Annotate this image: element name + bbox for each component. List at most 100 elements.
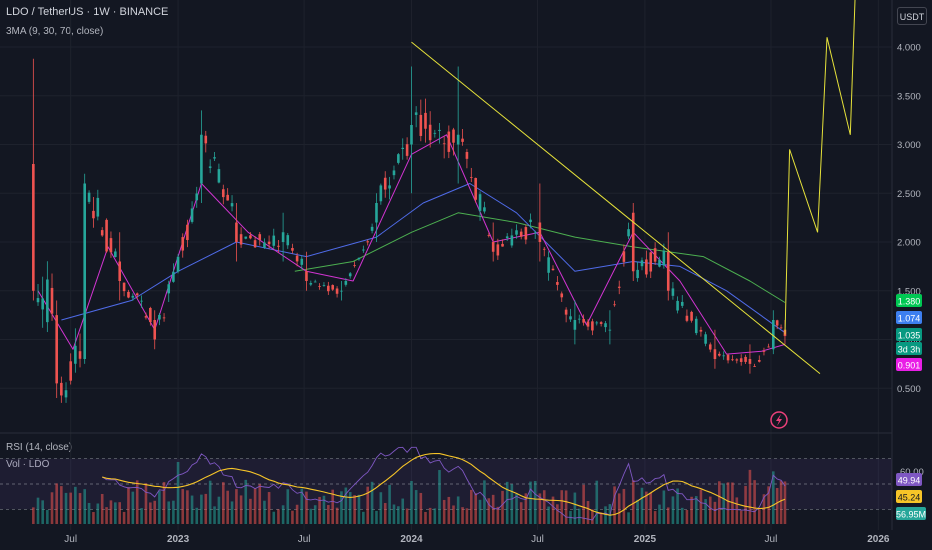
candle bbox=[547, 251, 550, 281]
volume-bar bbox=[519, 502, 523, 524]
candle bbox=[496, 238, 500, 260]
candle-body bbox=[595, 322, 599, 324]
candle-body bbox=[465, 151, 469, 159]
volume-bar bbox=[775, 487, 779, 524]
candle bbox=[447, 125, 451, 159]
x-tick-label: 2026 bbox=[867, 534, 890, 545]
candle bbox=[524, 224, 528, 245]
volume-bar bbox=[410, 480, 413, 524]
candle bbox=[153, 310, 157, 350]
candle bbox=[144, 312, 148, 320]
candle bbox=[694, 316, 698, 336]
rsi-band bbox=[0, 458, 892, 510]
candle-body bbox=[731, 359, 734, 361]
candle bbox=[379, 183, 383, 205]
currency-button[interactable]: USDT bbox=[897, 7, 927, 25]
price-label-bg bbox=[896, 358, 922, 371]
candle bbox=[208, 159, 212, 174]
volume-bar bbox=[195, 507, 199, 524]
volume-bar bbox=[291, 510, 294, 524]
candle bbox=[131, 293, 135, 301]
candle-body bbox=[295, 255, 299, 262]
candle-body bbox=[204, 135, 208, 144]
candle bbox=[36, 284, 40, 306]
candle bbox=[542, 246, 546, 257]
ma-indicator-label[interactable]: 3MA (9, 30, 70, close) bbox=[6, 26, 104, 37]
rsi-value-label: 45.24 bbox=[896, 490, 922, 503]
y-tick-label: 2.500 bbox=[897, 189, 921, 200]
candle-body bbox=[556, 282, 559, 285]
volume-bar bbox=[767, 486, 770, 524]
candle bbox=[272, 228, 276, 249]
candle-body bbox=[36, 298, 40, 303]
candle-body bbox=[658, 259, 661, 267]
volume-bar bbox=[87, 502, 91, 524]
lightning-icon[interactable] bbox=[770, 411, 788, 429]
rsi-value-bg bbox=[896, 490, 922, 503]
candle bbox=[41, 276, 44, 328]
candle-body bbox=[604, 323, 607, 328]
volume-bar bbox=[627, 512, 630, 524]
volume-bar bbox=[92, 512, 95, 524]
volume-bar bbox=[392, 504, 396, 524]
x-tick-label: Jul bbox=[298, 534, 311, 545]
candle-body bbox=[519, 231, 523, 237]
candle-body bbox=[208, 166, 212, 168]
candle-body bbox=[529, 219, 532, 223]
candles bbox=[32, 58, 787, 403]
candle bbox=[556, 276, 559, 291]
volume-bar bbox=[748, 469, 752, 524]
candle bbox=[258, 232, 262, 246]
ma9-line bbox=[37, 134, 786, 355]
volume-bar bbox=[158, 490, 161, 524]
candle bbox=[263, 238, 266, 249]
vol-label[interactable]: Vol · LDO bbox=[6, 459, 49, 470]
volume-bar bbox=[162, 482, 166, 524]
volume-bar bbox=[551, 496, 555, 524]
candle bbox=[69, 353, 72, 385]
volume-bar bbox=[379, 492, 383, 524]
volume-bar bbox=[726, 482, 730, 524]
candle-body bbox=[515, 230, 518, 235]
candle bbox=[305, 251, 308, 291]
candle-body bbox=[586, 321, 590, 327]
volume-bar bbox=[221, 482, 225, 524]
volume-bar bbox=[515, 493, 518, 524]
candle bbox=[60, 376, 63, 403]
candle bbox=[666, 232, 670, 301]
volume-bar bbox=[496, 506, 500, 524]
candle-body bbox=[32, 164, 35, 291]
x-tick-label: 2024 bbox=[400, 534, 423, 545]
candle-body bbox=[335, 288, 339, 294]
x-tick-label: Jul bbox=[531, 534, 544, 545]
candle bbox=[217, 163, 221, 184]
candle-body bbox=[392, 170, 396, 176]
price-label-text: 1.074 bbox=[898, 313, 921, 323]
candle-body bbox=[55, 315, 58, 384]
candle bbox=[662, 243, 666, 269]
candle bbox=[109, 231, 113, 258]
volume-bar bbox=[253, 488, 257, 524]
candle bbox=[397, 153, 400, 165]
candle bbox=[722, 351, 725, 360]
candle-body bbox=[474, 177, 477, 200]
volume-bar bbox=[622, 488, 626, 524]
volume-bar bbox=[433, 508, 437, 524]
candle bbox=[353, 261, 356, 268]
candle bbox=[680, 295, 684, 309]
candle-body bbox=[533, 232, 537, 234]
candle-body bbox=[96, 197, 100, 217]
candle bbox=[419, 99, 423, 142]
candle-body bbox=[564, 309, 568, 315]
rsi-label[interactable]: RSI (14, close) bbox=[6, 442, 73, 453]
volume-bar bbox=[186, 490, 189, 524]
volume-bar bbox=[401, 498, 405, 524]
volume-bar bbox=[96, 503, 100, 524]
candle-body bbox=[383, 177, 387, 190]
candle bbox=[501, 239, 504, 247]
candle bbox=[699, 326, 703, 337]
candle-body bbox=[357, 257, 361, 260]
candle-body bbox=[560, 293, 564, 298]
volume-bar bbox=[469, 489, 473, 524]
